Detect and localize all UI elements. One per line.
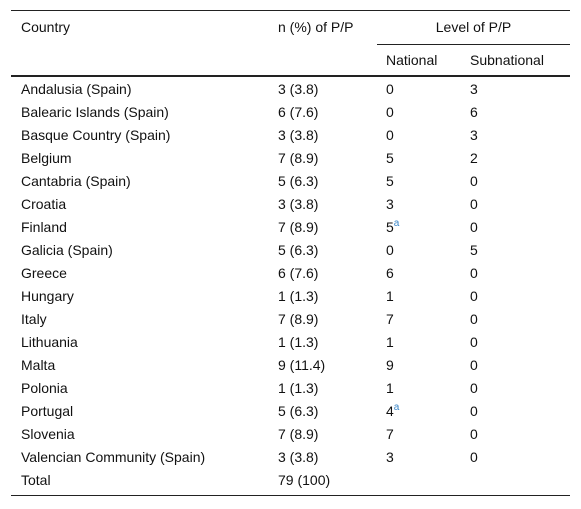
table-cell: 1 (1.3) (278, 288, 319, 304)
table-cell: 0 (470, 357, 478, 373)
table-cell: 5 (386, 173, 394, 189)
table-cell: 0 (386, 127, 394, 143)
table-cell: 0 (470, 196, 478, 212)
table-cell: Polonia (21, 380, 68, 396)
table-cell: Croatia (21, 196, 67, 212)
header-cell: n (%) of P/P (278, 19, 354, 35)
table-cell: Valencian Community (Spain) (21, 449, 206, 465)
table-cell: 5 (386, 150, 394, 166)
header-cell: Subnational (470, 52, 544, 68)
table-cell: 0 (470, 426, 478, 442)
table-cell: 5 (6.3) (278, 242, 319, 258)
table-cell: 0 (386, 81, 394, 97)
table-cell: Cantabria (Spain) (21, 173, 131, 189)
table-cell: 1 (386, 380, 394, 396)
table-cell: 1 (1.3) (278, 380, 319, 396)
table-cell: 0 (470, 265, 478, 281)
table-cell: Total (21, 472, 51, 488)
table-cell: 1 (386, 334, 394, 350)
group-rule (377, 44, 570, 45)
table-cell: 0 (470, 334, 478, 350)
table-cell: 3 (470, 81, 478, 97)
table-cell: 0 (470, 449, 478, 465)
table-cell: 3 (386, 449, 394, 465)
table-cell: Portugal (21, 403, 74, 419)
table-cell: 0 (386, 242, 394, 258)
table-cell: 6 (386, 265, 394, 281)
table-cell: Greece (21, 265, 67, 281)
table-cell: 0 (470, 288, 478, 304)
table-cell: 0 (470, 380, 478, 396)
table-cell: 1 (386, 288, 394, 304)
table-cell: Slovenia (21, 426, 75, 442)
table-cell: 7 (8.9) (278, 150, 319, 166)
table-cell: Balearic Islands (Spain) (21, 104, 169, 120)
top-rule (11, 10, 570, 11)
table-cell: 5 (470, 242, 478, 258)
table-cell: 7 (8.9) (278, 219, 319, 235)
header-cell: Level of P/P (435, 19, 512, 35)
table-cell: 5 (6.3) (278, 173, 319, 189)
table-cell: 1 (1.3) (278, 334, 319, 350)
bottom-rule (11, 495, 570, 496)
table-cell: Italy (21, 311, 47, 327)
table-cell: 7 (8.9) (278, 311, 319, 327)
table-cell: 7 (386, 426, 394, 442)
table-cell: 3 (470, 127, 478, 143)
table-cell: 0 (470, 219, 478, 235)
table-cell: 4a (386, 402, 399, 420)
table-cell: Finland (21, 219, 67, 235)
cell-text: 4 (386, 403, 394, 419)
table-cell: 3 (3.8) (278, 81, 319, 97)
table-cell: 3 (386, 196, 394, 212)
table-cell: 0 (386, 104, 394, 120)
table-cell: 7 (386, 311, 394, 327)
table-cell: Malta (21, 357, 56, 373)
table-cell: 3 (3.8) (278, 449, 319, 465)
table-cell: 6 (470, 104, 478, 120)
cell-text: 5 (386, 219, 394, 235)
table-cell: Lithuania (21, 334, 78, 350)
table-cell: 6 (7.6) (278, 104, 319, 120)
header-rule (11, 75, 570, 77)
table-cell: Andalusia (Spain) (21, 81, 132, 97)
table-cell: 6 (7.6) (278, 265, 319, 281)
table-cell: 3 (3.8) (278, 196, 319, 212)
table-cell: 0 (470, 311, 478, 327)
table-cell: 9 (11.4) (278, 357, 326, 373)
table-cell: Galicia (Spain) (21, 242, 113, 258)
table-cell: 7 (8.9) (278, 426, 319, 442)
table-cell: 0 (470, 173, 478, 189)
table-cell: Belgium (21, 150, 72, 166)
table-cell: Hungary (21, 288, 74, 304)
table-cell: 2 (470, 150, 478, 166)
table-cell: 5 (6.3) (278, 403, 319, 419)
table-cell: 0 (470, 403, 478, 419)
footnote-mark: a (393, 402, 400, 413)
table-cell: Basque Country (Spain) (21, 127, 171, 143)
header-cell: National (386, 52, 438, 68)
table-cell: 5a (386, 218, 399, 236)
header-cell: Country (21, 19, 71, 35)
table-cell: 3 (3.8) (278, 127, 319, 143)
table-cell: 9 (386, 357, 394, 373)
footnote-mark: a (393, 218, 400, 229)
table-cell: 79 (100) (278, 472, 331, 488)
